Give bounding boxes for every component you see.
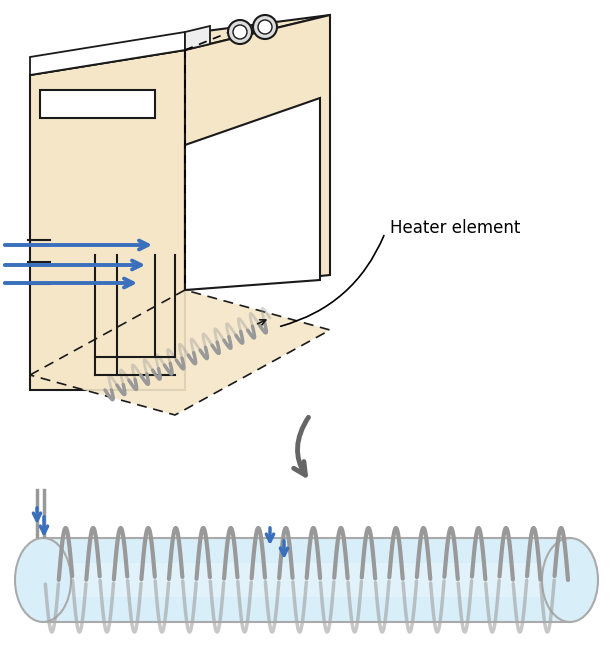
Polygon shape	[185, 15, 330, 290]
Circle shape	[228, 20, 252, 44]
Circle shape	[258, 20, 272, 34]
FancyArrowPatch shape	[280, 235, 384, 326]
Polygon shape	[40, 90, 155, 118]
Polygon shape	[185, 98, 320, 290]
Ellipse shape	[15, 538, 71, 622]
Polygon shape	[30, 50, 185, 390]
Ellipse shape	[542, 538, 598, 622]
Text: Heater element: Heater element	[390, 219, 521, 237]
Polygon shape	[185, 26, 210, 50]
Polygon shape	[30, 290, 330, 415]
FancyBboxPatch shape	[43, 538, 570, 622]
FancyArrowPatch shape	[294, 417, 309, 475]
FancyBboxPatch shape	[43, 563, 570, 597]
Polygon shape	[30, 32, 185, 75]
Polygon shape	[30, 15, 330, 75]
Circle shape	[233, 25, 247, 39]
Circle shape	[253, 15, 277, 39]
